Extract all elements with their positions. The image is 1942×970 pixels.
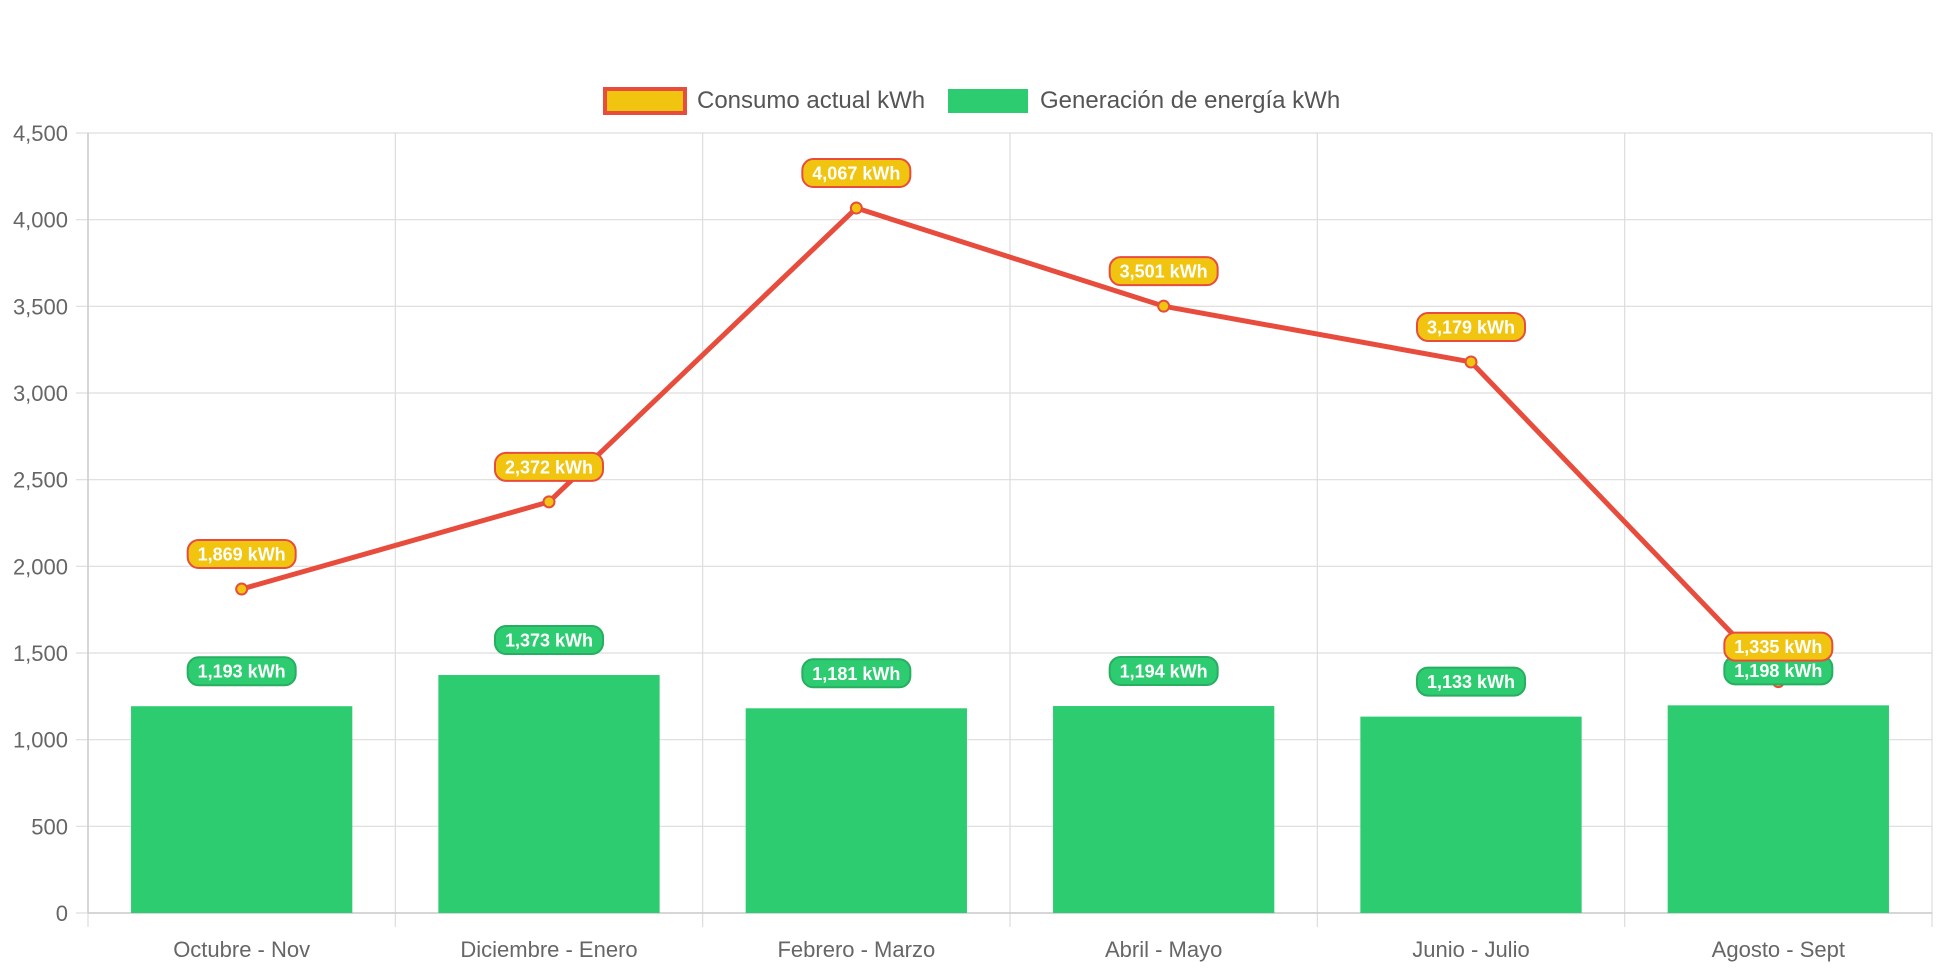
x-tick-label: Junio - Julio xyxy=(1412,937,1529,962)
bar[interactable] xyxy=(1053,706,1275,913)
legend-swatch-generation[interactable] xyxy=(948,89,1028,113)
bar[interactable] xyxy=(745,708,967,913)
line-point[interactable] xyxy=(542,495,556,509)
y-tick-label: 1,000 xyxy=(13,728,68,753)
x-tick-label: Abril - Mayo xyxy=(1105,937,1222,962)
bar-series xyxy=(131,675,1889,913)
y-tick-label: 1,500 xyxy=(13,641,68,666)
x-tick-label: Octubre - Nov xyxy=(173,937,310,962)
bar[interactable] xyxy=(1667,705,1889,913)
bar-data-label: 1,198 kWh xyxy=(1734,661,1822,681)
x-tick-label: Agosto - Sept xyxy=(1712,937,1845,962)
line-data-label-badge xyxy=(1723,631,1834,662)
line-data-label-badge xyxy=(494,451,604,482)
y-tick-label: 3,000 xyxy=(13,381,68,406)
line-data-label: 1,869 kWh xyxy=(198,545,286,565)
bar-data-label-badge xyxy=(186,656,297,687)
bar-data-label-badge xyxy=(1108,656,1219,687)
data-labels: 1,193 kWh 1,373 kWh 1,181 kWh 1,194 kWh 1,13… xyxy=(186,158,1834,697)
line-data-label: 2,372 kWh xyxy=(505,457,593,477)
bar-data-label: 1,133 kWh xyxy=(1427,672,1515,692)
line-data-label-badge xyxy=(801,158,912,189)
line-point[interactable] xyxy=(849,201,863,215)
line-point[interactable] xyxy=(1157,299,1171,313)
line-data-label-badge xyxy=(1108,256,1219,287)
grid xyxy=(76,132,1933,927)
line-data-label-badge xyxy=(186,539,297,570)
line-data-label: 3,179 kWh xyxy=(1427,317,1515,337)
legend-swatch-consumption[interactable] xyxy=(603,87,687,115)
x-tick-label: Febrero - Marzo xyxy=(777,937,935,962)
bar-data-label-badge xyxy=(1416,666,1526,697)
bar-data-label: 1,193 kWh xyxy=(198,662,286,682)
y-tick-label: 4,500 xyxy=(13,121,68,146)
bar-data-label-badge xyxy=(801,658,912,689)
y-tick-label: 4,000 xyxy=(13,208,68,233)
bar-data-label: 1,194 kWh xyxy=(1120,662,1208,682)
legend-label-consumption[interactable]: Consumo actual kWh xyxy=(697,87,925,114)
line-point[interactable] xyxy=(1464,355,1478,369)
legend[interactable]: Consumo actual kWh Generación de energía … xyxy=(603,87,1340,115)
y-tick-label: 2,000 xyxy=(13,554,68,579)
bar-data-label-badge xyxy=(494,625,604,656)
axes: 0 500 1,000 1,500 2,000 2,500 3,000 3,500 4,000 4… xyxy=(13,121,1932,962)
bar[interactable] xyxy=(1360,716,1582,913)
bar-data-label: 1,181 kWh xyxy=(812,664,900,684)
bar[interactable] xyxy=(131,706,353,913)
x-tick-label: Diciembre - Enero xyxy=(460,937,637,962)
bar-data-label: 1,373 kWh xyxy=(505,631,593,651)
y-tick-label: 500 xyxy=(31,814,68,839)
line-data-label: 4,067 kWh xyxy=(812,164,900,184)
y-tick-label: 3,500 xyxy=(13,294,68,319)
line-point[interactable] xyxy=(235,582,249,596)
y-tick-label: 0 xyxy=(56,901,68,926)
line-data-label: 3,501 kWh xyxy=(1120,262,1208,282)
y-tick-label: 2,500 xyxy=(13,468,68,493)
legend-label-generation[interactable]: Generación de energía kWh xyxy=(1040,87,1340,114)
line-data-label: 1,335 kWh xyxy=(1734,637,1822,657)
line-data-label-badge xyxy=(1416,311,1526,342)
consumption-line xyxy=(240,205,1781,684)
bar[interactable] xyxy=(438,675,660,913)
